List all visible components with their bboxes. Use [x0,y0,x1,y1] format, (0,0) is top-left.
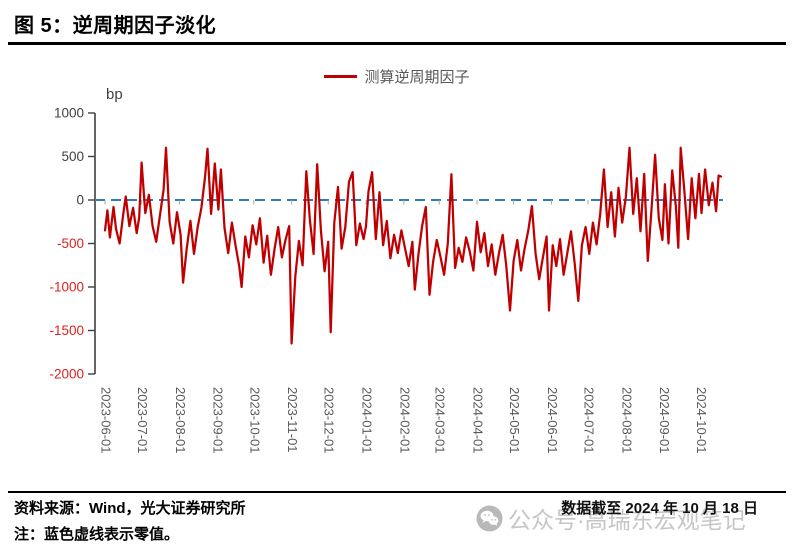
legend-line-swatch [324,75,358,78]
x-tick-label: 2024-08-01 [619,387,634,454]
y-tick-label: 500 [61,149,84,164]
x-tick-label: 2023-10-01 [247,387,262,454]
x-tick-label: 2023-12-01 [322,387,337,454]
x-tick-label: 2024-10-01 [694,387,709,454]
y-tick-label: 1000 [54,106,84,121]
legend-series-label: 测算逆周期因子 [364,69,470,86]
watermark: 公众号·高瑞东宏观笔记 [476,501,746,535]
title-underline [8,42,786,45]
x-tick-label: 2023-08-01 [173,387,188,454]
y-tick-label: -1000 [49,280,84,295]
chart-legend: 测算逆周期因子 [0,66,794,87]
x-tick-label: 2024-04-01 [471,387,486,454]
x-tick-label: 2023-11-01 [285,387,300,453]
x-tick-label: 2023-06-01 [99,387,114,454]
footer-divider [8,491,786,493]
figure-title: 图 5：逆周期因子淡化 [14,15,217,37]
source-text: 资料来源：Wind，光大证券研究所 [14,500,246,517]
y-axis-unit-label: bp [106,86,123,103]
y-tick-label: -1500 [49,323,84,338]
data-cutoff-text: 数据截至 2024 年 10 月 18 日 [561,500,758,517]
x-tick-label: 2023-07-01 [135,387,150,454]
watermark-text: 公众号·高瑞东宏观笔记 [508,507,746,533]
x-tick-label: 2024-07-01 [582,387,597,454]
y-tick-label: 0 [76,193,84,208]
note-text: 注：蓝色虚线表示零值。 [14,526,180,543]
x-tick-label: 2024-01-01 [360,387,375,454]
x-tick-label: 2023-09-01 [211,387,226,454]
series-line [103,146,723,345]
x-tick-label: 2024-06-01 [545,387,560,454]
y-tick-label: -2000 [49,367,84,382]
x-tick-label: 2024-03-01 [433,387,448,454]
y-tick-label: -500 [57,236,84,251]
wechat-icon [476,505,503,531]
x-tick-label: 2024-09-01 [657,387,672,454]
chart-plot-area: 1000 500 0 -500 -1000 -1500 -2000 2023-06-01 202… [49,106,723,454]
x-tick-label: 2024-05-01 [507,387,522,454]
x-tick-label: 2024-02-01 [397,387,412,454]
